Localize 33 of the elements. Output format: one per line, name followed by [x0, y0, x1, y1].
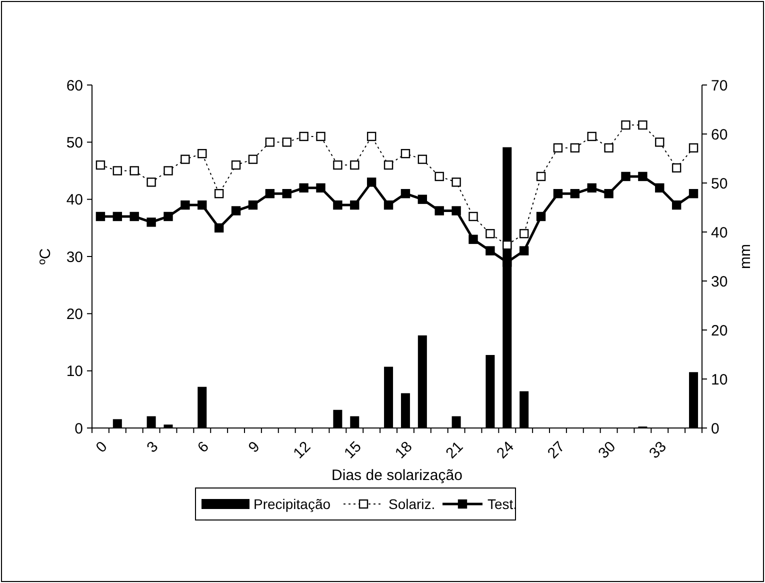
x-tick-label: 18 — [392, 438, 416, 462]
y-tick-label: 60 — [66, 77, 83, 94]
x-tick-label: 15 — [341, 438, 365, 462]
y-tick-label: 50 — [66, 134, 83, 152]
legend-label: Test. — [488, 496, 518, 512]
legend-label: Solariz. — [388, 496, 436, 512]
y2-tick-label: 30 — [711, 273, 728, 290]
legend-label: Precipitação — [254, 496, 331, 512]
x-tick-label: 12 — [290, 438, 314, 462]
y2-tick-label: 40 — [711, 224, 728, 242]
x-tick-label: 33 — [646, 438, 670, 462]
y2-axis-title: mm — [737, 244, 754, 269]
x-tick-label: 6 — [194, 438, 212, 456]
x-axis-title: Dias de solarização — [332, 467, 462, 484]
y2-tick-label: 50 — [711, 175, 728, 192]
x-tick-label: 9 — [245, 438, 264, 456]
y2-tick-label: 60 — [711, 126, 728, 144]
y-tick-label: 20 — [66, 306, 83, 323]
x-tick-label: 30 — [595, 438, 620, 462]
x-tick-label: 0 — [92, 438, 111, 456]
y-tick-label: 0 — [74, 420, 83, 438]
y-tick-label: 30 — [66, 248, 83, 266]
x-tick-label: 21 — [442, 438, 467, 462]
y2-tick-label: 10 — [711, 371, 728, 388]
y2-tick-label: 70 — [711, 77, 728, 94]
x-tick-label: 3 — [144, 438, 162, 456]
y-tick-label: 10 — [66, 363, 83, 380]
x-tick-label: 24 — [494, 438, 518, 462]
y2-tick-label: 0 — [711, 420, 720, 438]
y2-tick-label: 20 — [711, 322, 728, 340]
x-tick-label: 27 — [544, 438, 568, 462]
y-axis-title: ºC — [37, 248, 54, 265]
y-tick-label: 40 — [66, 192, 83, 209]
